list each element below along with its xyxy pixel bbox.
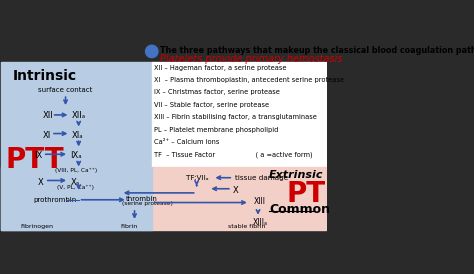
Text: prothrombin: prothrombin: [33, 197, 76, 203]
Bar: [152, 62, 326, 167]
Text: PTT: PTT: [6, 146, 64, 174]
Text: IX – Christmas factor, serine protease: IX – Christmas factor, serine protease: [154, 89, 280, 95]
Text: surface contact: surface contact: [38, 87, 93, 93]
Text: Xₐ: Xₐ: [70, 178, 80, 187]
Text: XII: XII: [43, 112, 54, 121]
Text: (VIII, PL, Ca⁺⁺): (VIII, PL, Ca⁺⁺): [55, 167, 98, 173]
Text: (V, PL, Ca⁺⁺): (V, PL, Ca⁺⁺): [56, 185, 93, 190]
Text: Fibrin: Fibrin: [121, 224, 138, 229]
Text: Extrinsic: Extrinsic: [269, 170, 324, 180]
Text: The three pathways that makeup the classical blood coagulation pathway: The three pathways that makeup the class…: [160, 46, 474, 55]
Text: PL – Platelet membrane phospholipid: PL – Platelet membrane phospholipid: [154, 127, 278, 133]
Text: XIIₐ: XIIₐ: [72, 112, 86, 121]
Text: XI  – Plasma thromboplastin, antecedent serine protease: XI – Plasma thromboplastin, antecedent s…: [154, 77, 344, 83]
Text: XIII – Fibrin stabilising factor, a transglutaminase: XIII – Fibrin stabilising factor, a tran…: [154, 114, 317, 120]
Text: XIₐ: XIₐ: [72, 131, 83, 140]
Text: XIIIₐ: XIIIₐ: [253, 218, 267, 227]
Text: Ca²⁺ – Calcium ions: Ca²⁺ – Calcium ions: [154, 139, 219, 145]
Text: Intrinsic: Intrinsic: [12, 69, 76, 83]
Text: X: X: [233, 186, 239, 195]
Text: IXₐ: IXₐ: [70, 152, 82, 161]
Text: XII – Hageman factor, a serine protease: XII – Hageman factor, a serine protease: [154, 65, 286, 71]
Text: thrombin: thrombin: [126, 196, 157, 202]
Text: tissue damage: tissue damage: [235, 175, 288, 181]
Text: XI: XI: [43, 131, 51, 140]
Text: TF:VIIₐ: TF:VIIₐ: [186, 175, 209, 181]
Text: XIII: XIII: [254, 197, 266, 206]
Text: Common: Common: [269, 202, 330, 216]
Bar: [1, 62, 152, 230]
Text: stable fibrin: stable fibrin: [228, 224, 265, 229]
Text: Platelets provide primary hemostasis: Platelets provide primary hemostasis: [160, 53, 343, 64]
Text: VII – Stable factor, serine protease: VII – Stable factor, serine protease: [154, 102, 269, 108]
Circle shape: [146, 45, 158, 58]
Text: TF  – Tissue Factor                   ( a =active form): TF – Tissue Factor ( a =active form): [154, 152, 312, 158]
Text: X: X: [38, 178, 44, 187]
Text: IX: IX: [35, 152, 43, 161]
Text: PT: PT: [286, 181, 326, 209]
Text: (serine protease): (serine protease): [122, 201, 173, 206]
Text: Fibrinogen: Fibrinogen: [21, 224, 54, 229]
Bar: [0, 42, 327, 62]
Bar: [152, 167, 326, 230]
Bar: [1, 167, 152, 230]
